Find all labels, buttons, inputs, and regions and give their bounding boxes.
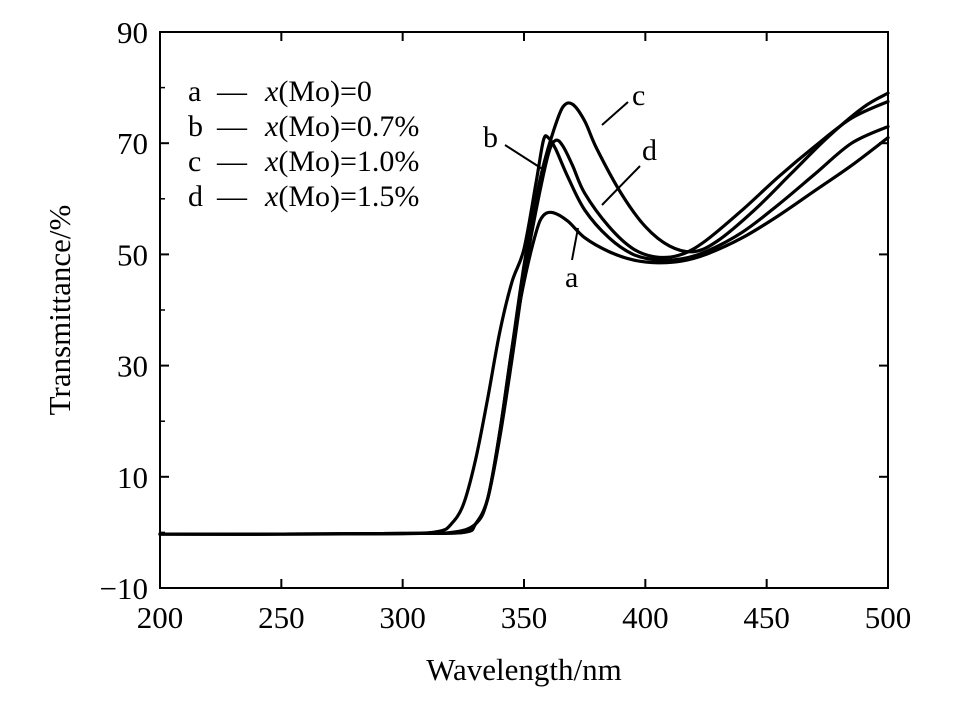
legend-a-line: — [216,75,248,108]
legend-d-label: x(Mo)=1.5% [264,180,419,213]
x-tick-label-500: 500 [865,600,912,635]
callout-d-leader [601,165,641,206]
callout-a-leader [571,227,579,261]
legend-d-key: d [188,180,203,213]
legend-b-key: b [188,110,203,143]
legend-d-line: — [216,180,248,213]
legend-c-line: — [216,145,248,178]
x-axis-title: Wavelength/nm [426,652,622,687]
y-tick-label-10: 10 [117,460,148,495]
callout-d-label: d [642,134,657,167]
x-tick-label-300: 300 [379,600,426,635]
x-tick-label-450: 450 [743,600,790,635]
callout-c-leader [601,101,629,126]
x-tick-label-350: 350 [501,600,548,635]
legend-b-label: x(Mo)=0.7% [264,110,419,143]
y-tick-label-90: 90 [117,15,148,50]
legend-a-label: x(Mo)=0 [264,75,372,108]
x-tick-label-250: 250 [258,600,305,635]
legend-c-label: x(Mo)=1.0% [264,145,419,178]
y-tick-label-50: 50 [117,237,148,272]
callout-a-label: a [565,261,578,294]
series-line-d [158,99,890,536]
y-axis-title: Transmittance/% [42,205,77,416]
series-callouts: a b c d [483,79,657,294]
ticks-layer: 200 250 300 350 400 450 500 −10 10 30 50 70 90 [100,15,912,635]
callout-b-label: b [483,121,498,154]
legend: a — x(Mo)=0 b — x(Mo)=0.7% c — x(Mo)=1.0… [188,75,419,213]
callout-b-leader [504,144,545,171]
y-tick-label-70: 70 [117,126,148,161]
legend-b-line: — [216,110,248,143]
lines-layer [158,91,890,536]
callout-c-label: c [632,79,645,112]
legend-c-key: c [188,145,201,178]
series-line-b [158,124,890,536]
legend-a-key: a [188,75,201,108]
y-tick-label-30: 30 [117,349,148,384]
y-tick-label--10: −10 [100,571,148,606]
x-tick-label-200: 200 [137,600,184,635]
x-tick-label-400: 400 [622,600,669,635]
